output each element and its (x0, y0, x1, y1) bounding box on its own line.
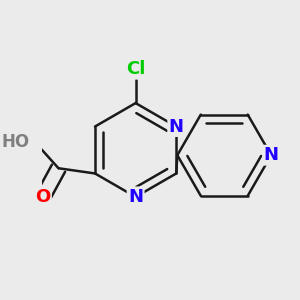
Text: Cl: Cl (126, 60, 145, 78)
Text: N: N (128, 188, 143, 206)
Text: HO: HO (2, 133, 30, 151)
Text: N: N (169, 118, 184, 136)
Text: N: N (264, 146, 279, 164)
Text: O: O (35, 188, 50, 206)
